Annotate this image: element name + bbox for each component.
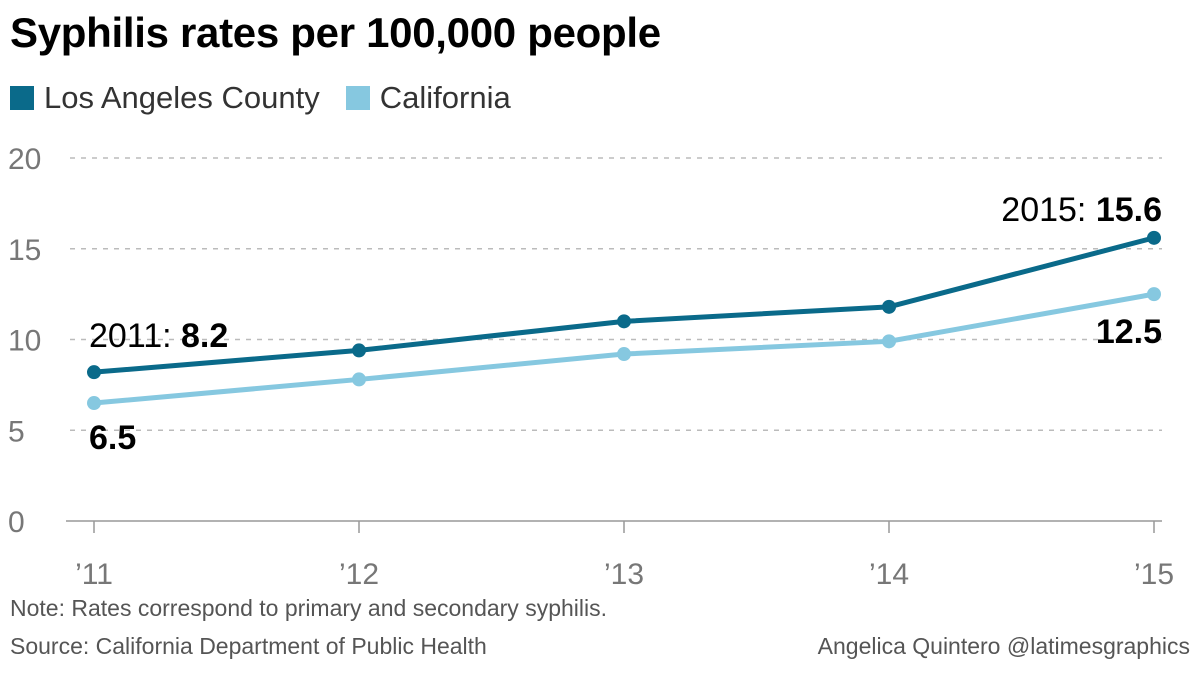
- data-point-la: [1147, 230, 1161, 245]
- y-tick-label: 20: [8, 143, 41, 176]
- data-point-ca: [1147, 287, 1161, 302]
- legend-item-ca: California: [345, 80, 511, 116]
- annotation-ca-2015: 12.5: [1096, 313, 1162, 351]
- data-point-la: [617, 314, 631, 329]
- data-point-ca: [882, 334, 896, 349]
- annotation-la-2011-year: 2011:: [89, 317, 181, 355]
- annotation-la-2011-value: 8.2: [181, 317, 228, 355]
- legend-item-la: Los Angeles County: [10, 80, 320, 116]
- annotation-ca-2011-value: 6.5: [89, 419, 136, 457]
- y-tick-label: 10: [8, 325, 41, 358]
- annotation-la-2015: 2015: 15.6: [1001, 191, 1162, 229]
- chart-title: Syphilis rates per 100,000 people: [10, 9, 661, 56]
- chart-note: Note: Rates correspond to primary and se…: [10, 595, 608, 621]
- data-point-la: [882, 299, 896, 314]
- annotation-la-2015-year: 2015:: [1001, 191, 1096, 229]
- x-tick-label: ’14: [869, 558, 909, 591]
- annotation-ca-2011: 6.5: [89, 419, 136, 457]
- x-tick-label: ’15: [1134, 558, 1174, 591]
- chart-source: Source: California Department of Public …: [10, 633, 487, 659]
- y-tick-label: 5: [8, 415, 25, 448]
- data-point-la: [352, 343, 366, 358]
- data-point-la: [87, 365, 101, 380]
- legend: Los Angeles County California: [10, 80, 511, 116]
- annotation-ca-2015-value: 12.5: [1096, 313, 1162, 351]
- annotation-la-2011: 2011: 8.2: [89, 317, 228, 355]
- x-tick-label: ’12: [339, 558, 379, 591]
- y-tick-label: 15: [8, 234, 41, 267]
- y-tick-label: 0: [8, 506, 25, 539]
- x-tick-label: ’11: [75, 558, 113, 591]
- annotation-la-2015-value: 15.6: [1096, 191, 1162, 229]
- chart-credit: Angelica Quintero @latimesgraphics: [817, 633, 1190, 659]
- data-point-ca: [87, 396, 101, 411]
- legend-label-la: Los Angeles County: [44, 80, 320, 115]
- legend-swatch-ca: [345, 86, 370, 110]
- legend-label-ca: California: [379, 80, 511, 115]
- legend-swatch-la: [10, 86, 34, 110]
- x-tick-label: ’13: [604, 558, 644, 591]
- data-point-ca: [617, 347, 631, 362]
- data-point-ca: [352, 372, 366, 387]
